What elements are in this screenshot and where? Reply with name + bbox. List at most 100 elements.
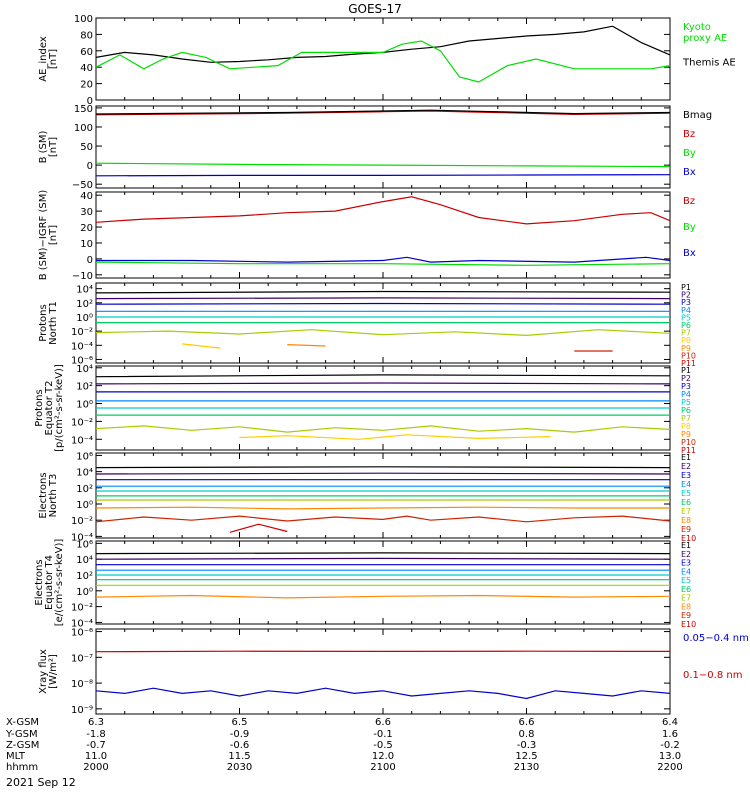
y-tick-label: 10⁻² <box>71 516 93 527</box>
y-axis-label: [nT] <box>48 225 59 245</box>
y-tick-label: 150 <box>74 104 93 115</box>
y-tick-label: 10⁻⁶ <box>71 355 93 366</box>
legend-item: P3 <box>681 382 691 391</box>
panel-e2: 10⁶ 10⁴ 10² 10⁰ 10⁻² 10⁻⁴ Electrons Equator T4[… <box>34 539 696 630</box>
x-tick-label: 11.5 <box>228 751 250 762</box>
x-tick-label: -0.5 <box>373 740 393 751</box>
x-tick-label: 0.8 <box>519 729 535 740</box>
legend-item: P3 <box>681 298 691 307</box>
legend-item: proxy AE <box>683 33 727 44</box>
y-tick-label: 10⁰ <box>76 313 93 324</box>
legend-item: Bx <box>683 248 696 259</box>
series-line-E10 <box>229 523 288 533</box>
x-tick-label: 6.4 <box>662 717 678 728</box>
y-tick-label: 0 <box>87 255 93 266</box>
series-line-By <box>95 162 671 168</box>
series-line-E1 <box>95 552 671 555</box>
legend-item: E4 <box>681 480 691 489</box>
legend-item: Themis AE <box>682 58 736 69</box>
x-tick-label: 6.6 <box>519 717 535 728</box>
y-tick-label: 10⁻⁴ <box>71 435 93 446</box>
series-line-P9 <box>287 344 326 347</box>
y-tick-label: 50 <box>80 142 93 153</box>
x-tick-label: 2130 <box>514 762 539 773</box>
series-line-P7 <box>95 425 671 433</box>
legend-item: P5 <box>681 313 691 322</box>
x-tick-label: -0.1 <box>373 729 393 740</box>
y-axis-label: AE_index <box>38 36 49 82</box>
series-line-E2 <box>95 472 671 475</box>
x-tick-label: 1.6 <box>662 729 678 740</box>
y-tick-label: 10⁻⁴ <box>71 532 93 543</box>
series-line-E2 <box>95 557 671 560</box>
legend-item: P1 <box>681 366 691 375</box>
y-tick-label: 10⁻² <box>71 417 93 428</box>
series-line-Bx <box>95 174 671 177</box>
panel-xray: 10⁻⁶ 10⁻⁷ 10⁻⁸ 10⁻⁹ Xray flux [W/m²] 0.05−0.4 … <box>38 628 749 716</box>
x-tick-label: 2200 <box>657 762 682 773</box>
legend-item: E5 <box>681 489 691 498</box>
x-axis-row-label: hhmm <box>6 762 38 773</box>
y-tick-label: 40 <box>80 191 93 202</box>
panel-p1: 10⁴ 10² 10⁰ 10⁻² 10⁻⁴ 10⁻⁶ Protons North T1 P1P2… <box>38 282 696 368</box>
legend-item: E1 <box>681 541 691 550</box>
legend-item: P6 <box>681 321 691 330</box>
y-tick-label: 20 <box>80 223 93 234</box>
y-axis-label: Xray flux <box>38 649 49 694</box>
y-tick-label: 10⁰ <box>76 500 93 511</box>
series-line-By <box>95 261 671 266</box>
x-axis-row-label: Z-GSM <box>6 740 39 751</box>
y-axis-label: Electrons <box>34 559 45 605</box>
x-axis-row-label: X-GSM <box>6 717 39 728</box>
legend-item: Bz <box>683 129 695 140</box>
x-tick-label: 2000 <box>83 762 108 773</box>
y-tick-label: 10⁰ <box>76 587 93 598</box>
legend-item: E10 <box>681 620 696 629</box>
legend-item: E3 <box>681 471 691 480</box>
legend-item: Bmag <box>683 110 712 121</box>
legend-item: P10 <box>681 351 696 360</box>
series-line-Bz <box>95 196 671 225</box>
y-tick-label: −50 <box>72 180 93 191</box>
y-tick-label: 0 <box>87 161 93 172</box>
x-axis-row-label: Y-GSM <box>5 729 38 740</box>
series-line-E8 <box>95 506 670 510</box>
series-line-0.1−0.8 nm <box>95 650 671 653</box>
x-tick-label: 13.0 <box>659 751 681 762</box>
series-line-E1 <box>95 466 671 469</box>
legend-item: P2 <box>681 374 691 383</box>
legend-item: E9 <box>681 611 691 620</box>
y-axis-label: B (SM) <box>38 130 49 163</box>
y-axis-label: Electrons <box>38 472 49 518</box>
y-tick-label: 10⁻⁴ <box>71 618 93 629</box>
y-tick-label: 10² <box>76 484 93 495</box>
x-tick-label: -0.2 <box>660 740 680 751</box>
y-tick-label: 10⁴ <box>76 555 93 566</box>
x-tick-label: 12.0 <box>372 751 394 762</box>
panel-bsm: −50 0 50 100 150 B (SM) [nT] Bmag Bz By Bx <box>38 104 712 191</box>
legend-item: P9 <box>681 430 691 439</box>
legend-item: Bz <box>683 196 695 207</box>
x-tick-label: 2100 <box>370 762 395 773</box>
legend-item: P7 <box>681 414 691 423</box>
x-tick-label: 6.6 <box>375 717 391 728</box>
series-line-Bz <box>95 110 671 116</box>
series-line-P3 <box>95 302 671 305</box>
x-tick-label: 6.3 <box>88 717 104 728</box>
y-tick-label: 10⁴ <box>76 364 93 375</box>
legend-item: P2 <box>681 291 691 300</box>
panel-frame <box>95 628 671 715</box>
y-tick-label: 10⁻⁹ <box>71 705 93 716</box>
y-tick-label: 10⁶ <box>76 539 93 550</box>
y-tick-label: 10⁴ <box>76 285 93 296</box>
y-tick-label: 10⁰ <box>76 400 93 411</box>
series-line-P1 <box>95 290 671 294</box>
y-tick-label: 10⁴ <box>76 468 93 479</box>
y-tick-label: 10⁻² <box>71 603 93 614</box>
legend-item: E8 <box>681 602 691 611</box>
y-axis-label: B (SM)−IGRF (SM) <box>38 190 49 281</box>
y-axis-label: [W/m²] <box>48 654 59 689</box>
